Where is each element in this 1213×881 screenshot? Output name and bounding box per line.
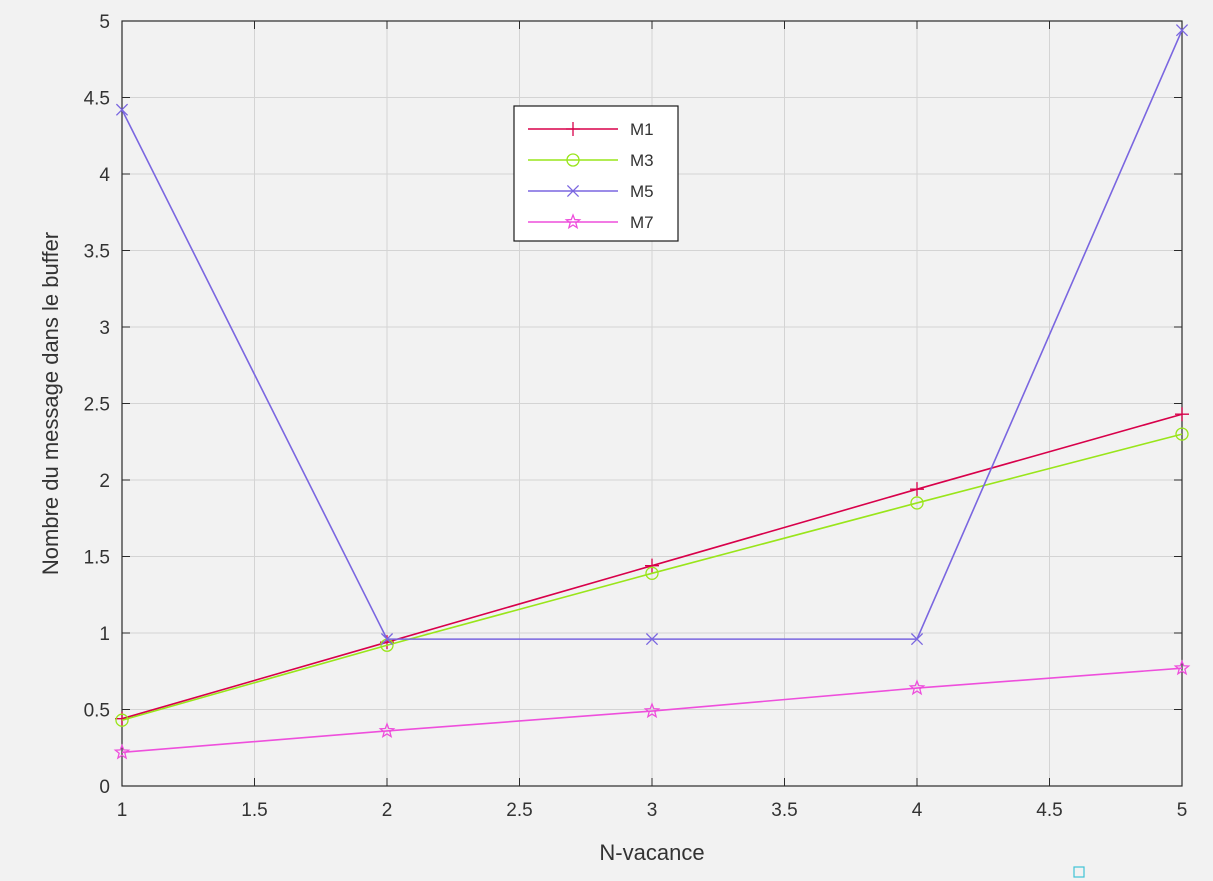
y-tick-label: 4.5 <box>84 89 110 110</box>
y-tick-label: 0 <box>99 777 110 798</box>
legend-item-m7: M7 <box>528 213 654 232</box>
data-point-m7 <box>378 722 396 739</box>
series-line-m7 <box>121 667 1183 754</box>
data-point-m5 <box>115 103 129 116</box>
data-point-m1 <box>1175 407 1189 422</box>
data-point-m5 <box>645 633 659 646</box>
legend-label: M3 <box>630 151 654 170</box>
y-tick-label: 3 <box>99 318 110 339</box>
x-tick-label: 2 <box>382 800 393 821</box>
data-point-m5 <box>380 633 394 646</box>
data-point-m7 <box>113 743 131 760</box>
series-line-m3 <box>121 433 1183 721</box>
data-point-m5 <box>910 633 924 646</box>
x-tick-label: 2.5 <box>506 800 532 821</box>
x-tick-label: 4.5 <box>1036 800 1062 821</box>
series-m7 <box>113 659 1191 760</box>
legend: M1 M3 M5 M7 <box>513 105 679 242</box>
legend-marker <box>564 213 582 230</box>
series-m3 <box>115 427 1189 727</box>
data-point-m3 <box>115 713 129 727</box>
data-point-m1 <box>645 558 659 573</box>
data-point-m7 <box>908 679 926 696</box>
legend-marker <box>566 153 580 167</box>
legend-item-m5: M5 <box>528 182 654 201</box>
data-point-m7 <box>1173 659 1191 676</box>
x-tick-label: 3.5 <box>771 800 797 821</box>
legend-label: M1 <box>630 120 654 139</box>
legend-marker <box>566 122 580 136</box>
x-tick-label: 3 <box>647 800 658 821</box>
y-tick-label: 3.5 <box>84 242 110 263</box>
y-tick-label: 5 <box>99 12 110 33</box>
y-tick-label: 2 <box>99 471 110 492</box>
data-point-m3 <box>1175 427 1189 441</box>
series-group <box>113 24 1191 760</box>
data-point-m3 <box>645 566 659 580</box>
y-tick-label: 1.5 <box>84 548 110 569</box>
corner-marker <box>1073 866 1085 878</box>
x-axis-label: N-vacance <box>599 840 704 865</box>
data-point-m3 <box>910 496 924 510</box>
x-tick-label: 5 <box>1177 800 1188 821</box>
legend-item-m3: M3 <box>528 151 654 170</box>
data-point-m1 <box>910 482 924 497</box>
legend-label: M5 <box>630 182 654 201</box>
series-m5 <box>115 24 1189 646</box>
y-tick-label: 4 <box>99 165 110 186</box>
legend-item-m1: M1 <box>528 120 654 139</box>
y-axis-label: Nombre du message dans le buffer <box>38 232 63 575</box>
legend-label: M7 <box>630 213 654 232</box>
data-point-m5 <box>1175 24 1189 37</box>
y-tick-label: 0.5 <box>84 701 110 722</box>
x-tick-label: 4 <box>912 800 923 821</box>
ticks: 1 1.5 2 2.5 3 3.5 4 4.5 5 0 0.5 1 1.5 2 2.5 3 3.5 4 4.5 5 <box>84 12 1188 821</box>
y-tick-label: 2.5 <box>84 395 110 416</box>
y-tick-label: 1 <box>99 624 110 645</box>
x-tick-label: 1 <box>117 800 128 821</box>
legend-marker <box>566 184 580 198</box>
x-tick-label: 1.5 <box>241 800 267 821</box>
data-point-m7 <box>643 702 661 719</box>
